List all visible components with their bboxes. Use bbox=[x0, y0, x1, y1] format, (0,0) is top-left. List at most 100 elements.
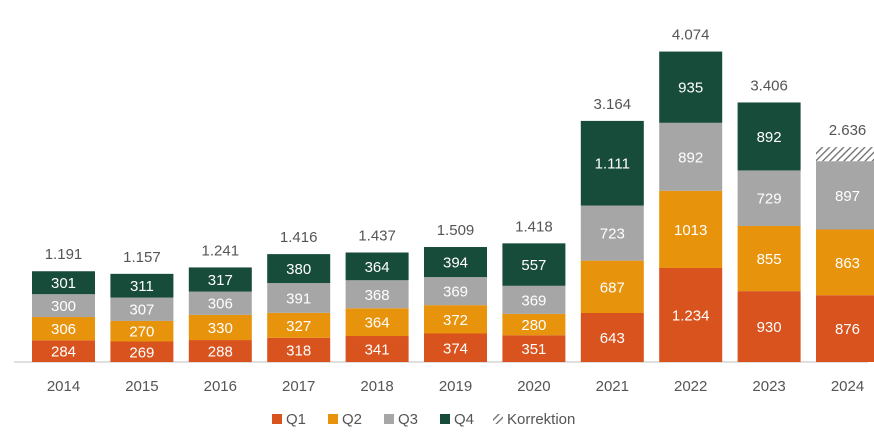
bar-q4-2022 bbox=[659, 51, 723, 123]
bar-q2-2015 bbox=[110, 320, 174, 342]
bar-q4-2018 bbox=[345, 252, 409, 281]
bar-q3-2024 bbox=[816, 161, 874, 230]
legend-swatch-q3 bbox=[384, 414, 394, 424]
bar-label-q2-2021: 687 bbox=[600, 279, 625, 296]
bar-q4-2020 bbox=[502, 243, 566, 286]
bar-label-q3-2015: 307 bbox=[129, 302, 154, 319]
legend-swatch-q2 bbox=[328, 414, 338, 424]
bar-q3-2022 bbox=[659, 122, 723, 191]
bar-q2-2022 bbox=[659, 190, 723, 268]
bar-label-q4-2022: 935 bbox=[678, 80, 703, 97]
bar-label-q3-2014: 300 bbox=[51, 298, 76, 315]
bar-label-q4-2015: 311 bbox=[130, 278, 154, 295]
bar-q1-2022 bbox=[659, 267, 723, 362]
bar-q4-2017 bbox=[267, 254, 331, 284]
bar-label-q4-2014: 301 bbox=[51, 275, 76, 292]
bar-label-q3-2018: 368 bbox=[365, 287, 390, 304]
bar-label-q2-2017: 327 bbox=[286, 318, 311, 335]
bar-q3-2020 bbox=[502, 285, 566, 314]
bar-label-q1-2019: 374 bbox=[443, 340, 468, 357]
bar-label-q3-2019: 369 bbox=[443, 284, 468, 301]
bar-label-q3-2022: 892 bbox=[678, 149, 703, 166]
x-tick-2014: 2014 bbox=[47, 378, 80, 395]
bar-q3-2021 bbox=[580, 205, 644, 261]
total-label-2015: 1.157 bbox=[123, 249, 161, 266]
x-tick-2024: 2024 bbox=[831, 378, 864, 395]
bar-label-q1-2017: 318 bbox=[286, 342, 311, 359]
bar-q3-2017 bbox=[267, 283, 331, 313]
bar-korrektion-2024 bbox=[816, 147, 874, 162]
bar-q3-2015 bbox=[110, 297, 174, 321]
x-tick-2023: 2023 bbox=[752, 378, 785, 395]
bar-q3-2014 bbox=[32, 294, 95, 318]
bar-q1-2023 bbox=[737, 291, 801, 362]
legend-label-q1: Q1 bbox=[286, 411, 306, 428]
x-tick-2022: 2022 bbox=[674, 378, 707, 395]
bar-q4-2016 bbox=[188, 267, 252, 292]
bar-q2-2019 bbox=[424, 305, 487, 334]
bar-q1-2018 bbox=[345, 336, 409, 362]
x-tick-2017: 2017 bbox=[282, 378, 315, 395]
bar-label-q4-2020: 557 bbox=[521, 257, 546, 274]
legend-swatch-q4 bbox=[440, 414, 450, 424]
bar-q2-2020 bbox=[502, 313, 566, 336]
total-label-2017: 1.416 bbox=[280, 229, 318, 246]
bar-q4-2021 bbox=[580, 120, 644, 206]
legend-label-q4: Q4 bbox=[454, 411, 474, 428]
bar-label-q1-2016: 288 bbox=[208, 344, 233, 361]
bar-q3-2019 bbox=[424, 277, 487, 306]
bar-label-q2-2015: 270 bbox=[129, 324, 154, 341]
legend-label-q3: Q3 bbox=[398, 411, 418, 428]
bar-label-q2-2022: 1013 bbox=[674, 222, 707, 239]
x-tick-2020: 2020 bbox=[517, 378, 550, 395]
bar-label-q1-2023: 930 bbox=[757, 319, 782, 336]
bar-q4-2014 bbox=[32, 271, 95, 295]
bar-label-q3-2016: 306 bbox=[208, 296, 233, 313]
bar-label-q3-2021: 723 bbox=[600, 226, 625, 243]
bar-q1-2016 bbox=[188, 340, 252, 362]
bar-q2-2024 bbox=[816, 229, 874, 296]
bar-label-q2-2018: 364 bbox=[365, 315, 390, 332]
bar-label-q3-2024: 897 bbox=[835, 188, 860, 205]
total-label-2019: 1.509 bbox=[437, 222, 475, 239]
x-tick-2016: 2016 bbox=[204, 378, 237, 395]
bar-label-q2-2020: 280 bbox=[521, 317, 546, 334]
bar-label-q4-2017: 380 bbox=[286, 261, 311, 278]
bar-label-q4-2021: 1.111 bbox=[595, 156, 630, 173]
bar-label-q3-2023: 729 bbox=[757, 191, 782, 208]
bar-q1-2024 bbox=[816, 295, 874, 362]
bar-label-q2-2023: 855 bbox=[757, 251, 782, 268]
bar-label-q1-2014: 284 bbox=[51, 344, 76, 361]
bar-q1-2014 bbox=[32, 340, 95, 362]
total-label-2018: 1.437 bbox=[358, 228, 396, 245]
total-label-2021: 3.164 bbox=[594, 96, 632, 113]
bar-label-q4-2019: 394 bbox=[443, 255, 468, 272]
bar-q2-2016 bbox=[188, 314, 252, 341]
bar-label-q2-2024: 863 bbox=[835, 255, 860, 272]
bar-label-q1-2015: 269 bbox=[129, 344, 154, 361]
bar-q1-2019 bbox=[424, 333, 487, 362]
bar-q2-2018 bbox=[345, 308, 409, 337]
bar-q1-2021 bbox=[580, 313, 644, 362]
bar-label-q1-2024: 876 bbox=[835, 321, 860, 338]
legend: Q1 Q2 Q3 Q4 Korrektion bbox=[272, 411, 575, 428]
bar-q1-2015 bbox=[110, 341, 174, 362]
legend-label-q2: Q2 bbox=[342, 411, 362, 428]
bar-label-q4-2018: 364 bbox=[365, 259, 390, 276]
bar-q1-2020 bbox=[502, 335, 566, 362]
bar-q4-2023 bbox=[737, 102, 801, 171]
bar-q2-2014 bbox=[32, 317, 95, 341]
bar-label-q2-2014: 306 bbox=[51, 321, 76, 338]
bar-label-q3-2020: 369 bbox=[521, 292, 546, 309]
bar-q2-2023 bbox=[737, 225, 801, 292]
bars-group: 284 306 300 301 1.191 269 270 307 311 1.157 288 330… bbox=[32, 27, 874, 362]
bar-q4-2019 bbox=[424, 247, 487, 278]
bar-q3-2016 bbox=[188, 291, 252, 315]
bar-q2-2017 bbox=[267, 312, 331, 338]
legend-swatch-korrektion bbox=[493, 414, 503, 424]
bar-label-q2-2016: 330 bbox=[208, 320, 233, 337]
bar-label-q1-2020: 351 bbox=[521, 341, 546, 358]
bar-label-q4-2023: 892 bbox=[757, 129, 782, 146]
total-label-2020: 1.418 bbox=[515, 218, 553, 235]
x-tick-2021: 2021 bbox=[596, 378, 629, 395]
